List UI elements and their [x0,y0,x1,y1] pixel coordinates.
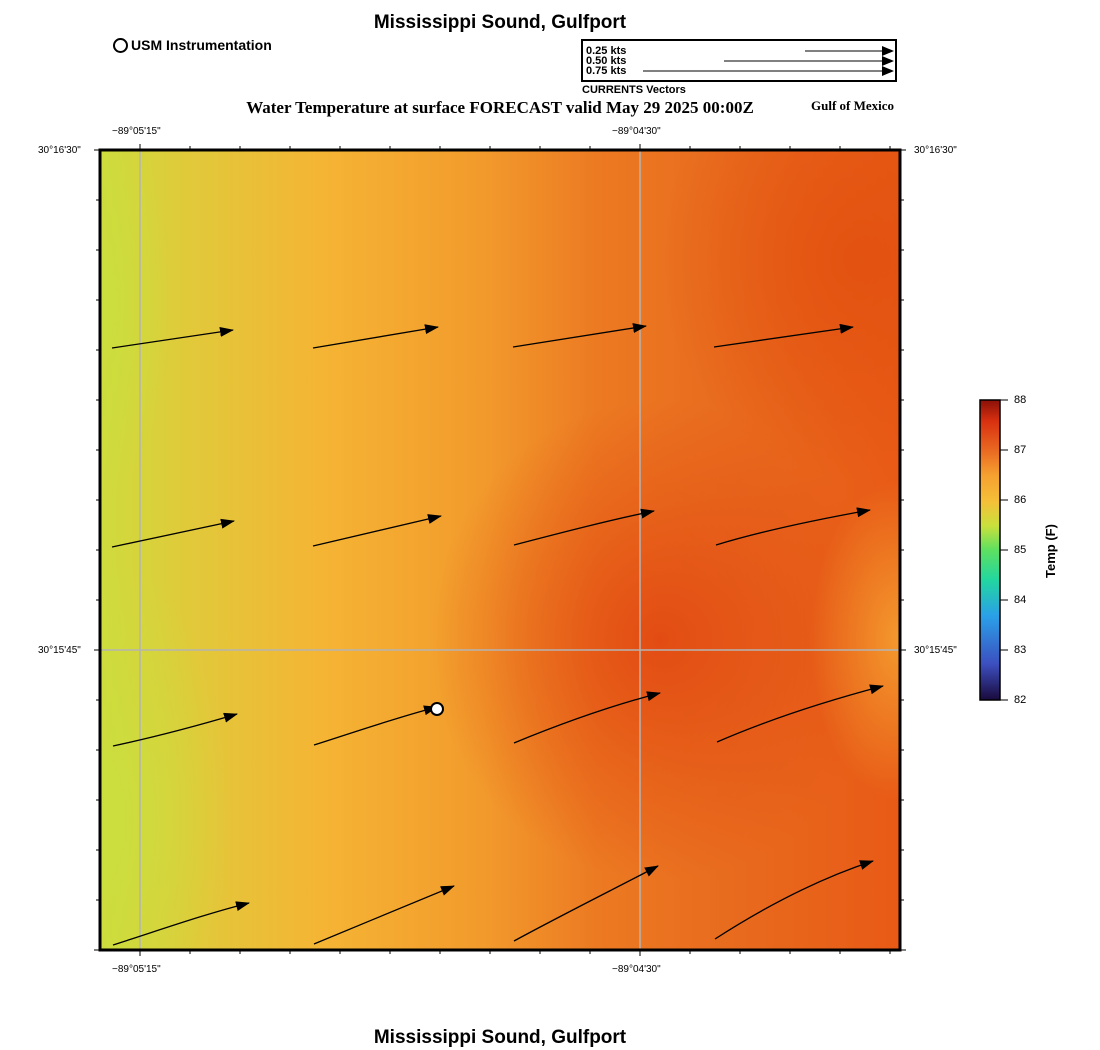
vector-scale-arrows [643,46,894,76]
colorbar-gradient [979,399,1001,701]
vector-scale-label-2: 0.50 kts [586,55,627,67]
colorbar-tick-83: 83 [1014,644,1027,656]
current-vector [312,324,439,349]
colorbar-tick-84: 84 [1014,594,1027,606]
colorbar-tick-86: 86 [1014,494,1027,506]
current-vector [715,507,871,546]
lat-label-left-1: 30°16'30" [38,145,81,156]
current-vector [312,514,442,547]
temperature-field [100,150,900,950]
colorbar-tick-82: 82 [1014,694,1027,706]
map-footer-title: Mississippi Sound, Gulfport [373,1027,627,1048]
current-vector [112,901,250,946]
current-vector [513,508,655,546]
current-vector [513,865,659,942]
vector-scale-box: 0.25 kts 0.50 kts 0.75 kts [581,39,897,82]
current-vectors [111,323,884,946]
current-vector [112,712,238,747]
vector-caption: CURRENTS Vectors [582,84,686,96]
map-title: Mississippi Sound, Gulfport [373,12,627,33]
current-vector [111,326,234,349]
current-vector [313,705,438,746]
colorbar-tick-87: 87 [1014,444,1027,456]
usm-circle-icon [113,37,128,53]
lat-label-right-1: 30°16'30" [914,145,957,156]
lon-label-bottom-2: −89°04'30" [612,964,661,975]
lat-label-right-2: 30°15'45" [914,645,957,656]
lon-label-top-2: −89°04'30" [612,126,661,137]
vector-scale-label-3: 0.75 kts [586,65,627,77]
current-vector [513,691,661,744]
usm-station-marker [430,702,444,716]
usm-legend-label: USM Instrumentation [131,37,272,53]
colorbar-tick-85: 85 [1014,544,1027,556]
usm-legend: USM Instrumentation [113,37,272,53]
map-ticks [94,144,906,956]
colorbar-title: Temp (F) [1043,524,1058,578]
current-vector [714,860,874,940]
current-vector [512,323,647,348]
lon-label-bottom-1: −89°05'15" [112,964,161,975]
forecast-subtitle: Water Temperature at surface FORECAST va… [246,98,754,117]
current-vector [111,518,235,548]
current-vector [716,684,884,743]
vector-scale-label-1: 0.25 kts [586,45,627,57]
current-vector [713,323,854,348]
lat-label-left-2: 30°15'45" [38,645,81,656]
region-label: Gulf of Mexico [811,98,895,113]
lon-label-top-1: −89°05'15" [112,126,161,137]
colorbar [979,399,1008,701]
current-vector [313,885,455,945]
colorbar-tick-88: 88 [1014,394,1027,406]
